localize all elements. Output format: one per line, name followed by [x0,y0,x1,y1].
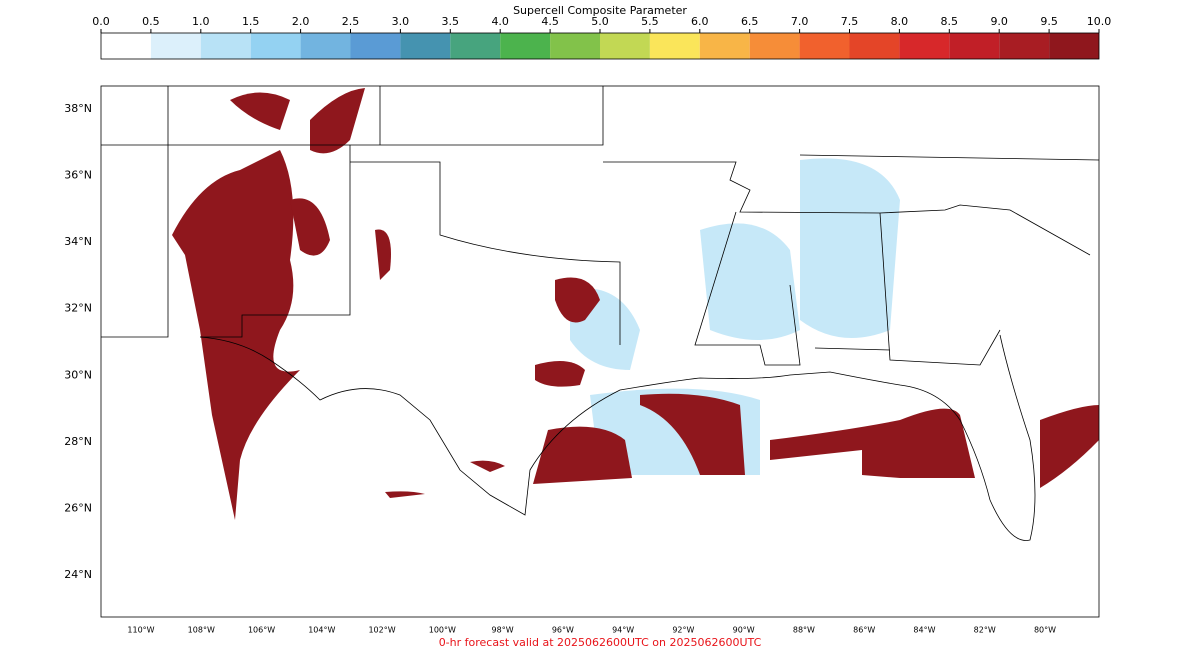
colorbar-tick-label: 3.5 [442,15,460,28]
lon-label: 104°W [308,626,335,635]
lon-label: 108°W [188,626,215,635]
lon-label: 102°W [368,626,395,635]
footer: 0-hr forecast valid at 2025062600UTC on … [439,636,762,649]
colorbar-bin [350,33,401,59]
colorbar-tick-label: 0.5 [142,15,160,28]
colorbar-bin [550,33,600,59]
lon-label: 86°W [853,626,875,635]
colorbar-tick-label: 3.0 [392,15,410,28]
lat-label: 36°N [64,169,92,182]
colorbar-bin [849,33,900,59]
colorbar-tick-label: 5.0 [591,15,609,28]
map [100,85,1100,618]
colorbar-tick-label: 4.0 [491,15,509,28]
colorbar-tick-label: 8.0 [891,15,909,28]
colorbar-tick-label: 8.5 [941,15,959,28]
map-frame [100,85,1100,618]
colorbar-bin [799,33,850,59]
colorbar-bin [250,33,301,59]
colorbar-bin [699,33,750,59]
colorbar-tick-label: 7.0 [791,15,809,28]
colorbar-bin [450,33,501,59]
lat-label: 28°N [64,435,92,448]
colorbar-tick-label: 10.0 [1087,15,1112,28]
colorbar-title: Supercell Composite Parameter [513,4,687,17]
lon-label: 90°W [733,626,755,635]
colorbar-tick-label: 9.5 [1040,15,1058,28]
colorbar-bin [749,33,800,59]
lat-label: 34°N [64,235,92,248]
lon-label: 106°W [248,626,275,635]
colorbar-tick-label: 1.5 [242,15,260,28]
lon-label: 80°W [1034,626,1056,635]
map-axes: 38°N 36°N 34°N 32°N 30°N 28°N 26°N 24°N 110°W 108… [64,102,1056,635]
colorbar-tick-label: 9.0 [990,15,1008,28]
colorbar-frame [100,32,1100,60]
colorbar-tick-label: 0.0 [92,15,110,28]
lon-label: 110°W [127,626,154,635]
colorbar-tick-label: 7.5 [841,15,859,28]
lat-label: 26°N [64,501,92,514]
colorbar: 0.0 0.5 1.0 1.5 2.0 2.5 3.0 3.5 4.0 4.5 5.0 5.5 6.0 6… [92,15,1111,59]
colorbar-bin [999,33,1050,59]
colorbar-bin [200,33,251,59]
colorbar-bin [400,33,451,59]
lon-label: 84°W [913,626,935,635]
lon-label: 94°W [612,626,634,635]
lon-label: 82°W [974,626,996,635]
field [172,88,1099,520]
lat-label: 24°N [64,568,92,581]
colorbar-bin [150,33,201,59]
colorbar-tick-label: 1.0 [192,15,210,28]
lat-label: 38°N [64,102,92,115]
colorbar-bin [500,33,551,59]
colorbar-bin [101,33,151,59]
lat-label: 32°N [64,302,92,315]
lon-label: 98°W [492,626,514,635]
colorbar-tick-label: 2.0 [292,15,310,28]
lat-label: 30°N [64,368,92,381]
colorbar-bin [600,33,650,59]
colorbar-tick-label: 2.5 [342,15,360,28]
colorbar-bin [300,33,351,59]
colorbar-tick-label: 6.5 [741,15,759,28]
colorbar-tick-label: 6.0 [691,15,709,28]
boundaries [101,86,1100,541]
colorbar-tick-label: 5.5 [641,15,659,28]
colorbar-bin [949,33,1000,59]
lon-label: 100°W [429,626,456,635]
colorbar-bin [1049,33,1099,59]
colorbar-bin [649,33,700,59]
lon-label: 88°W [793,626,815,635]
lon-label: 96°W [552,626,574,635]
colorbar-tick-label: 4.5 [541,15,559,28]
lon-label: 92°W [672,626,694,635]
colorbar-bin [899,33,950,59]
